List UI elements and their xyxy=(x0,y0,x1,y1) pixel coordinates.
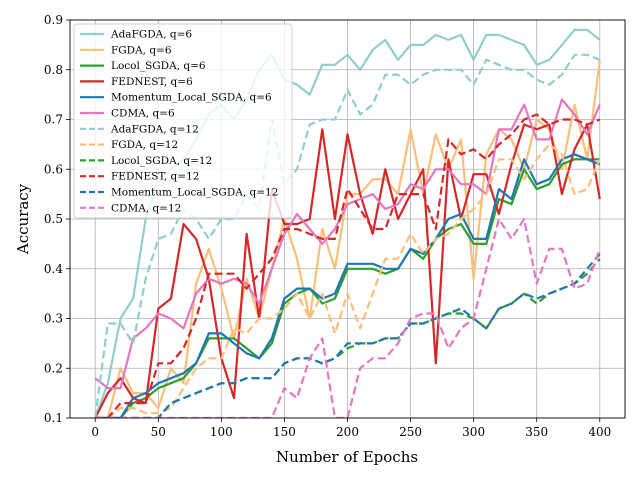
series-line-fednest-q-6 xyxy=(94,123,601,418)
series-line-momentum-local-sgda-q-6 xyxy=(95,153,601,418)
series-line-cdma-q-12 xyxy=(95,217,601,418)
legend-box xyxy=(73,23,293,219)
y-tick-label: 0.7 xyxy=(44,113,63,127)
x-tick-label: 100 xyxy=(210,425,233,439)
y-tick-label: 0.1 xyxy=(44,411,63,425)
y-tick-label: 0.4 xyxy=(44,262,63,276)
series-line-locol-sgda-q-6 xyxy=(95,158,600,418)
x-tick-label: 300 xyxy=(462,425,485,439)
legend-entry-label: Locol_SGDA, q=12 xyxy=(111,155,212,167)
legend-entry-label: FEDNEST, q=12 xyxy=(111,171,199,183)
legend-entry-label: AdaFGDA, q=12 xyxy=(110,123,199,135)
y-tick-label: 0.2 xyxy=(44,361,63,375)
x-tick-label: 50 xyxy=(151,425,166,439)
x-tick-label: 150 xyxy=(273,425,296,439)
legend-entry-label: AdaFGDA, q=6 xyxy=(110,29,192,41)
series-line-fednest-q-12 xyxy=(95,113,601,418)
legend-entry-label: FGDA, q=6 xyxy=(111,44,172,56)
y-tick-label: 0.3 xyxy=(44,312,63,326)
legend-entry-label: Momentum_Local_SGDA, q=12 xyxy=(111,187,278,199)
legend-entry-label: Momentum_Local_SGDA, q=6 xyxy=(111,92,272,104)
series-line-momentum-local-sgda-q-12 xyxy=(95,253,601,418)
axis-ticks: 0 50 100 150 200 250 300 350 400 0.1 0.2 0.3 0.4 0.5 0… xyxy=(44,13,611,439)
x-tick-label: 250 xyxy=(399,425,422,439)
series-line-fgda-q-12 xyxy=(95,143,601,418)
y-tick-label: 0.9 xyxy=(44,13,63,27)
legend-entry-label: FEDNEST, q=6 xyxy=(111,76,193,88)
x-tick-label: 350 xyxy=(525,425,548,439)
legend-entry-label: CDMA, q=12 xyxy=(111,202,181,214)
legend: AdaFGDA, q=6 FGDA, q=6 Locol_SGDA, q=6 FEDN… xyxy=(73,23,293,219)
x-tick-label: 0 xyxy=(91,425,99,439)
y-tick-label: 0.5 xyxy=(44,212,63,226)
y-tick-label: 0.6 xyxy=(44,162,63,176)
legend-entry-label: Locol_SGDA, q=6 xyxy=(111,60,206,72)
x-axis-label: Number of Epochs xyxy=(276,448,418,466)
y-tick-label: 0.8 xyxy=(44,63,63,77)
y-axis-label: Accuracy xyxy=(14,183,32,255)
x-tick-label: 200 xyxy=(336,425,359,439)
legend-entry-label: CDMA, q=6 xyxy=(111,108,175,120)
series-line-cdma-q-6 xyxy=(94,98,601,390)
x-tick-label: 400 xyxy=(588,425,611,439)
legend-entry-label: FGDA, q=12 xyxy=(111,139,178,151)
